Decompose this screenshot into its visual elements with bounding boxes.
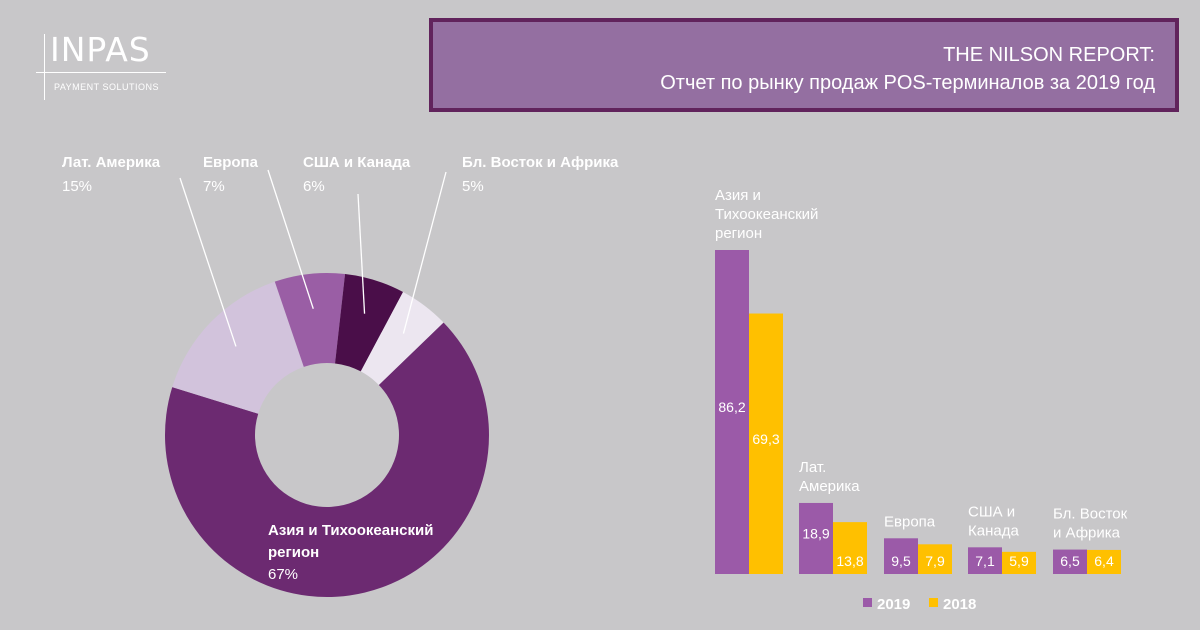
leader-line bbox=[357, 193, 366, 314]
bar-2018 bbox=[833, 522, 867, 574]
leader-line bbox=[267, 169, 314, 309]
donut-label: Азия и Тихоокеанский bbox=[268, 522, 433, 539]
bar-value-label: 6,4 bbox=[1094, 553, 1114, 569]
bar-2018 bbox=[1002, 551, 1036, 574]
bar-2018 bbox=[749, 313, 783, 574]
bar-value-label: 7,9 bbox=[925, 553, 945, 569]
donut-slice bbox=[172, 281, 304, 414]
category-label: Бл. Восток bbox=[1053, 506, 1128, 523]
logo-subtitle: PAYMENT SOLUTIONS bbox=[54, 82, 160, 92]
donut-value-label: 6% bbox=[303, 178, 325, 195]
category-label: Канада bbox=[968, 522, 1019, 539]
donut-value-label: 7% bbox=[203, 178, 225, 195]
donut-label: регион bbox=[268, 544, 319, 561]
donut-slice bbox=[165, 322, 489, 597]
legend-label: 2019 bbox=[877, 596, 910, 613]
inpas-logo: INPAS PAYMENT SOLUTIONS bbox=[36, 30, 176, 100]
bar-value-label: 13,8 bbox=[836, 553, 863, 569]
category-label: Америка bbox=[799, 478, 860, 495]
leader-line bbox=[402, 171, 447, 334]
bar-value-label: 86,2 bbox=[718, 399, 745, 415]
legend-swatch bbox=[929, 598, 938, 607]
logo-name: INPAS bbox=[50, 30, 151, 69]
bar-2019 bbox=[884, 538, 918, 574]
bar-2019 bbox=[799, 502, 833, 574]
donut-chart: Азия и Тихоокеанский регион 67% Лат. Америк… bbox=[62, 154, 619, 597]
bar-2018 bbox=[1087, 549, 1121, 574]
report-subtitle: Отчет по рынку продаж POS-терминалов за … bbox=[660, 72, 1155, 94]
donut-label: Лат. Америка bbox=[62, 154, 161, 171]
legend-label: 2018 bbox=[943, 596, 976, 613]
leader-line bbox=[179, 177, 237, 347]
donut-slice bbox=[335, 274, 404, 372]
donut-value-label: 15% bbox=[62, 178, 92, 195]
bar-value-label: 5,9 bbox=[1009, 553, 1029, 569]
logo-vertical-line bbox=[44, 34, 45, 100]
donut-value-label: 67% bbox=[268, 566, 298, 583]
donut-slice bbox=[274, 273, 346, 367]
bar-value-label: 69,3 bbox=[752, 431, 779, 447]
category-label: и Африка bbox=[1053, 525, 1121, 542]
bar-value-label: 9,5 bbox=[891, 553, 911, 569]
donut-label: Европа bbox=[203, 154, 259, 171]
bar-value-label: 18,9 bbox=[802, 525, 829, 541]
donut-label: США и Канада bbox=[303, 154, 411, 171]
category-label: регион bbox=[715, 225, 762, 242]
bar-2019 bbox=[715, 250, 749, 574]
donut-slice bbox=[360, 291, 444, 385]
report-title: THE NILSON REPORT: bbox=[943, 44, 1155, 66]
bar-value-label: 7,1 bbox=[975, 553, 995, 569]
category-label: Европа bbox=[884, 513, 936, 530]
bar-value-label: 6,5 bbox=[1060, 553, 1080, 569]
legend-swatch bbox=[863, 598, 872, 607]
donut-label: Бл. Восток и Африка bbox=[462, 154, 619, 171]
category-label: Азия и bbox=[715, 187, 761, 204]
bar-2018 bbox=[918, 544, 952, 574]
category-label: Тихоокеанский bbox=[715, 206, 818, 223]
bar-chart: 86,2 69,3 Азия и Тихоокеанский регион 18,9 13,… bbox=[715, 187, 1128, 613]
category-label: США и bbox=[968, 503, 1015, 520]
donut-value-label: 5% bbox=[462, 178, 484, 195]
bar-2019 bbox=[968, 547, 1002, 574]
logo-horizontal-line bbox=[36, 72, 166, 73]
category-label: Лат. bbox=[799, 459, 826, 476]
report-title-box: THE NILSON REPORT: Отчет по рынку продаж… bbox=[429, 18, 1179, 112]
bar-2019 bbox=[1053, 549, 1087, 574]
